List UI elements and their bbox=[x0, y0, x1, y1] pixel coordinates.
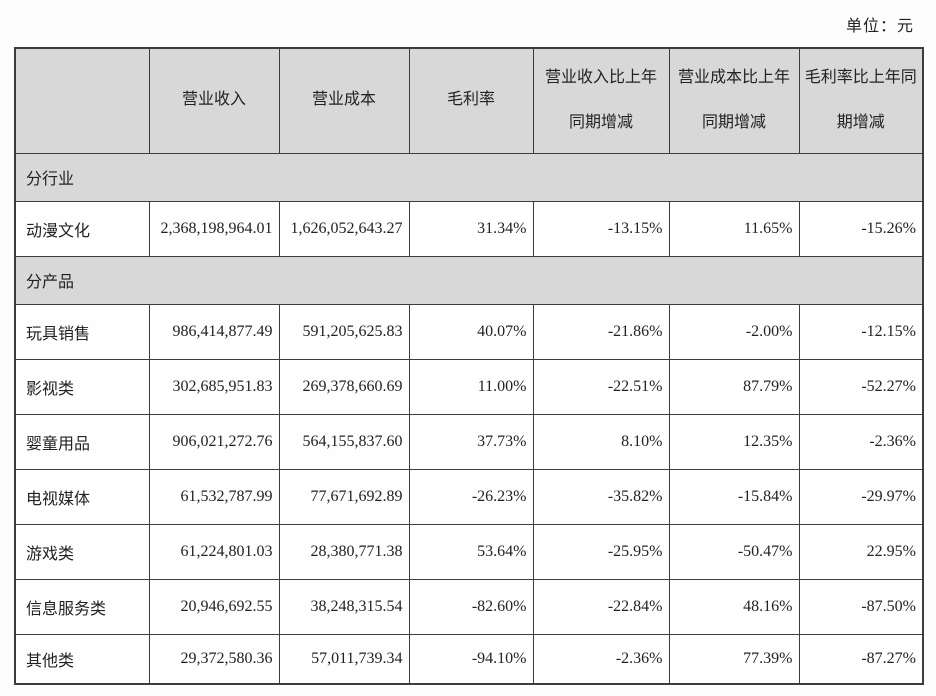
cost-yoy-value: 48.16% bbox=[668, 578, 800, 635]
margin-value: 11.00% bbox=[408, 358, 534, 415]
section-row-by-product: 分产品 bbox=[14, 255, 924, 305]
revenue-value: 29,372,580.36 bbox=[148, 633, 280, 685]
margin-value: -82.60% bbox=[408, 578, 534, 635]
table-row-baby-products: 婴童用品 906,021,272.76 564,155,837.60 37.73… bbox=[14, 413, 924, 470]
row-label: 婴童用品 bbox=[14, 413, 150, 470]
revenue-yoy-value: -25.95% bbox=[532, 523, 670, 580]
cost-value: 28,380,771.38 bbox=[278, 523, 410, 580]
col-header-revenue: 营业收入 bbox=[148, 47, 280, 154]
cost-yoy-value: -50.47% bbox=[668, 523, 800, 580]
margin-yoy-value: -52.27% bbox=[798, 358, 924, 415]
cost-value: 269,378,660.69 bbox=[278, 358, 410, 415]
col-header-revenue-yoy: 营业收入比上年 同期增减 bbox=[532, 47, 670, 154]
cost-value: 591,205,625.83 bbox=[278, 303, 410, 360]
table-row-tv-media: 电视媒体 61,532,787.99 77,671,692.89 -26.23%… bbox=[14, 468, 924, 525]
cost-yoy-value: -2.00% bbox=[668, 303, 800, 360]
revenue-value: 302,685,951.83 bbox=[148, 358, 280, 415]
financial-breakdown-table: 营业收入 营业成本 毛利率 营业收入比上年 同期增减 营业成本比上年 同期增减 毛利… bbox=[14, 47, 924, 685]
row-label: 电视媒体 bbox=[14, 468, 150, 525]
table-row-info-services: 信息服务类 20,946,692.55 38,248,315.54 -82.60… bbox=[14, 578, 924, 635]
row-label: 信息服务类 bbox=[14, 578, 150, 635]
margin-value: 53.64% bbox=[408, 523, 534, 580]
margin-yoy-value: -29.97% bbox=[798, 468, 924, 525]
revenue-yoy-value: -2.36% bbox=[532, 633, 670, 685]
section-row-by-industry: 分行业 bbox=[14, 152, 924, 202]
unit-label: 单位：元 bbox=[845, 18, 914, 35]
margin-yoy-value: -87.50% bbox=[798, 578, 924, 635]
section-label: 分行业 bbox=[14, 152, 924, 202]
revenue-value: 20,946,692.55 bbox=[148, 578, 280, 635]
cost-value: 57,011,739.34 bbox=[278, 633, 410, 685]
margin-value: 40.07% bbox=[408, 303, 534, 360]
row-label: 其他类 bbox=[14, 633, 150, 685]
margin-yoy-value: -12.15% bbox=[798, 303, 924, 360]
revenue-value: 906,021,272.76 bbox=[148, 413, 280, 470]
margin-value: 31.34% bbox=[408, 200, 534, 257]
col-header-gross-margin: 毛利率 bbox=[408, 47, 534, 154]
revenue-value: 61,224,801.03 bbox=[148, 523, 280, 580]
revenue-yoy-value: -21.86% bbox=[532, 303, 670, 360]
table-row-games: 游戏类 61,224,801.03 28,380,771.38 53.64% -… bbox=[14, 523, 924, 580]
revenue-yoy-value: -22.84% bbox=[532, 578, 670, 635]
cost-yoy-value: -15.84% bbox=[668, 468, 800, 525]
table-row-animation-culture: 动漫文化 2,368,198,964.01 1,626,052,643.27 3… bbox=[14, 200, 924, 257]
section-label: 分产品 bbox=[14, 255, 924, 305]
col-header-cost: 营业成本 bbox=[278, 47, 410, 154]
cost-value: 77,671,692.89 bbox=[278, 468, 410, 525]
revenue-value: 986,414,877.49 bbox=[148, 303, 280, 360]
cost-value: 1,626,052,643.27 bbox=[278, 200, 410, 257]
col-header-margin-yoy: 毛利率比上年同 期增减 bbox=[798, 47, 924, 154]
row-label: 动漫文化 bbox=[14, 200, 150, 257]
cost-yoy-value: 11.65% bbox=[668, 200, 800, 257]
revenue-value: 61,532,787.99 bbox=[148, 468, 280, 525]
margin-yoy-value: 22.95% bbox=[798, 523, 924, 580]
margin-value: -26.23% bbox=[408, 468, 534, 525]
table-row-film-tv: 影视类 302,685,951.83 269,378,660.69 11.00%… bbox=[14, 358, 924, 415]
table-section: 单位：元 营业收入 营业成本 毛利率 营业收入比上年 同期增减 营业成本比上年 同期 bbox=[14, 0, 924, 685]
cost-value: 564,155,837.60 bbox=[278, 413, 410, 470]
row-label: 游戏类 bbox=[14, 523, 150, 580]
col-header-cost-yoy: 营业成本比上年 同期增减 bbox=[668, 47, 800, 154]
margin-value: 37.73% bbox=[408, 413, 534, 470]
revenue-yoy-value: -13.15% bbox=[532, 200, 670, 257]
table-header-row: 营业收入 营业成本 毛利率 营业收入比上年 同期增减 营业成本比上年 同期增减 毛利… bbox=[14, 47, 924, 154]
table-row-others: 其他类 29,372,580.36 57,011,739.34 -94.10% … bbox=[14, 633, 924, 685]
cost-yoy-value: 77.39% bbox=[668, 633, 800, 685]
margin-yoy-value: -15.26% bbox=[798, 200, 924, 257]
cost-yoy-value: 12.35% bbox=[668, 413, 800, 470]
revenue-value: 2,368,198,964.01 bbox=[148, 200, 280, 257]
margin-yoy-value: -87.27% bbox=[798, 633, 924, 685]
revenue-yoy-value: -22.51% bbox=[532, 358, 670, 415]
col-header-category bbox=[14, 47, 150, 154]
cost-yoy-value: 87.79% bbox=[668, 358, 800, 415]
cost-value: 38,248,315.54 bbox=[278, 578, 410, 635]
margin-yoy-value: -2.36% bbox=[798, 413, 924, 470]
table-row-toy-sales: 玩具销售 986,414,877.49 591,205,625.83 40.07… bbox=[14, 303, 924, 360]
revenue-yoy-value: 8.10% bbox=[532, 413, 670, 470]
row-label: 影视类 bbox=[14, 358, 150, 415]
margin-value: -94.10% bbox=[408, 633, 534, 685]
revenue-yoy-value: -35.82% bbox=[532, 468, 670, 525]
row-label: 玩具销售 bbox=[14, 303, 150, 360]
